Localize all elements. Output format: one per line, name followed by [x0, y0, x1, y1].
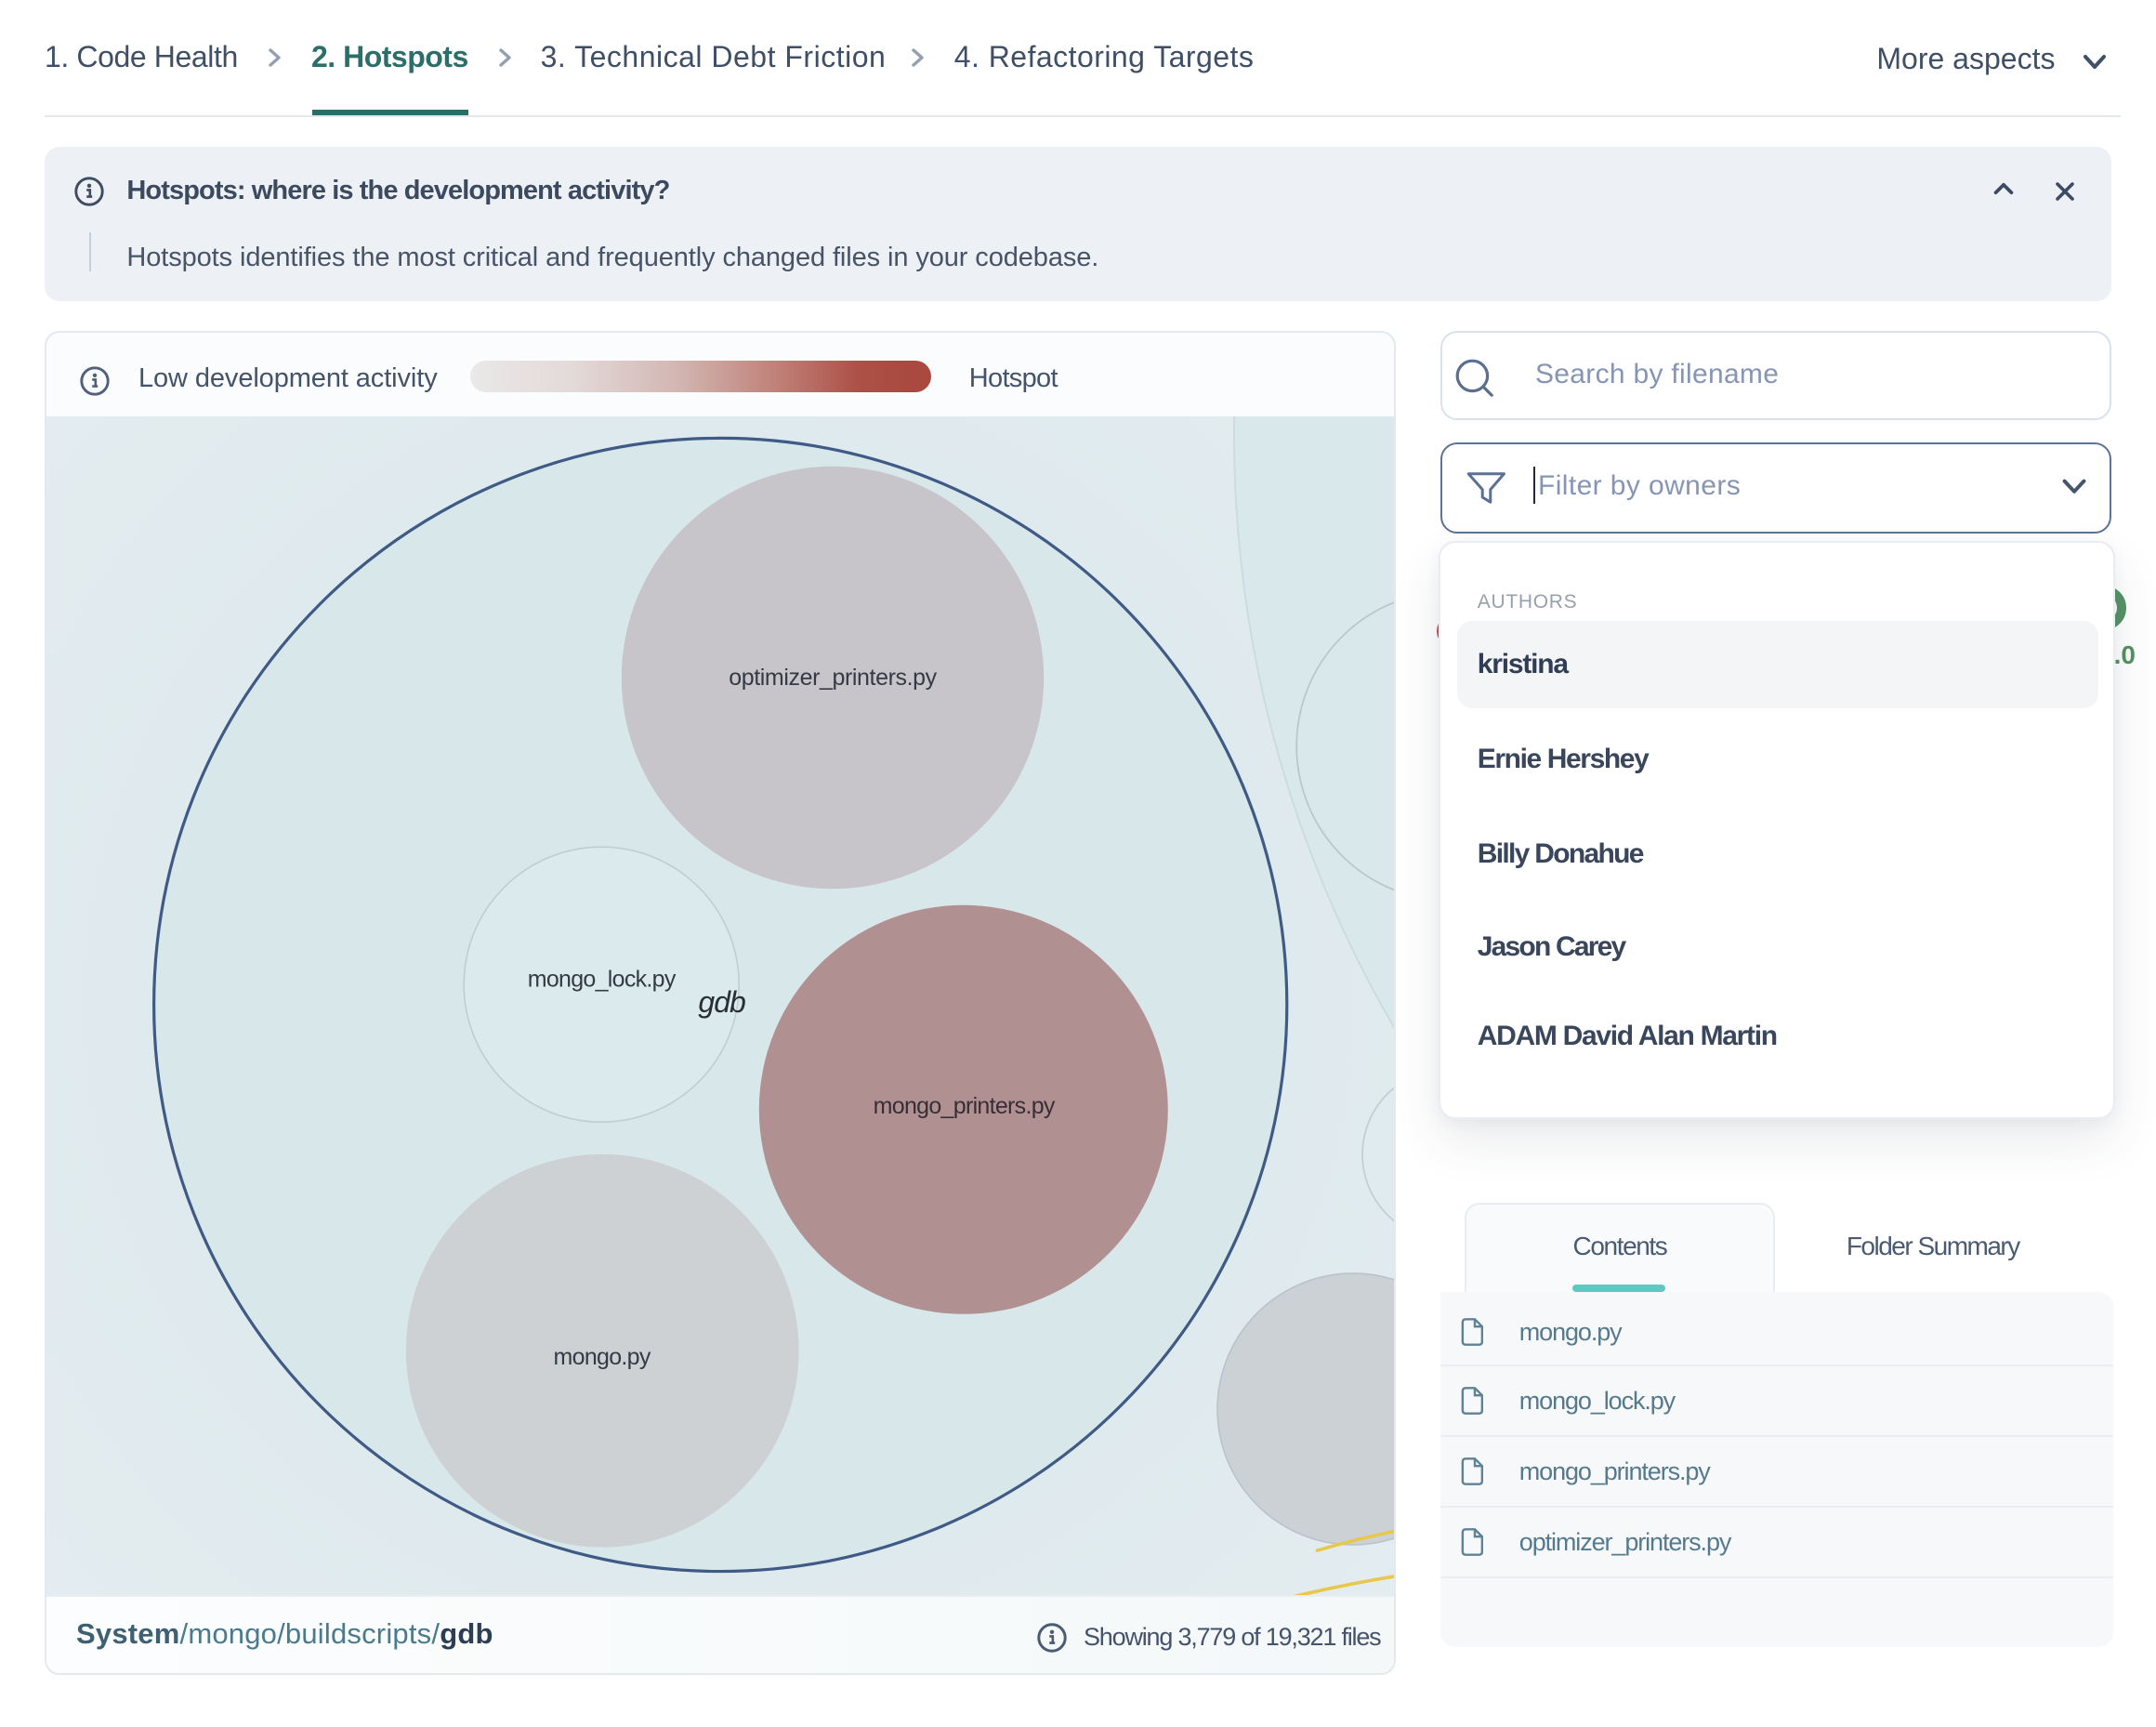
svg-text:mongo.py: mongo.py	[554, 1344, 651, 1370]
svg-text:gdb: gdb	[698, 985, 745, 1019]
svg-text:mongo_printers.py: mongo_printers.py	[874, 1093, 1056, 1119]
svg-text:mongo_lock.py: mongo_lock.py	[528, 967, 677, 993]
svg-text:optimizer_printers.py: optimizer_printers.py	[729, 665, 937, 691]
